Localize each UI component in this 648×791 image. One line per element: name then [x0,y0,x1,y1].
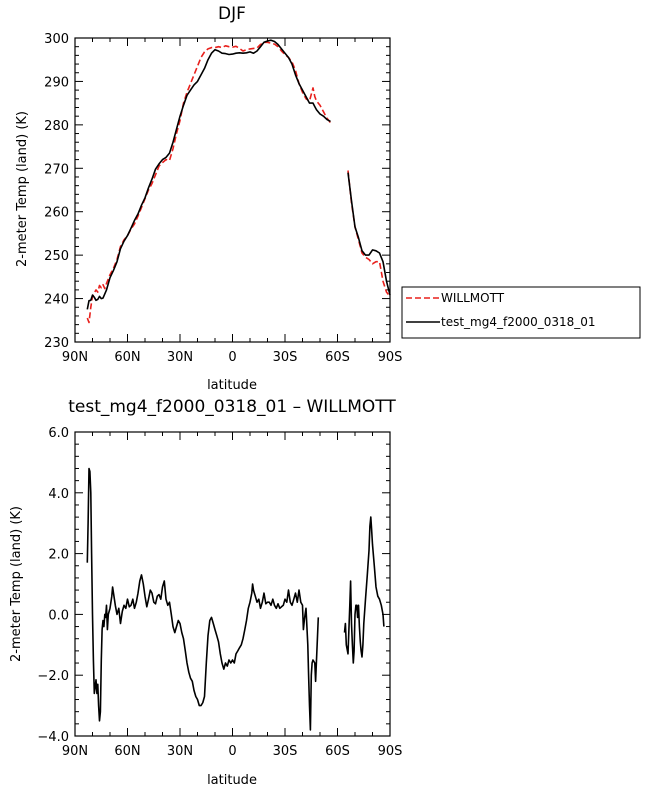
bottom-panel: test_mg4_f2000_0318_01 – WILLMOTT 90N 60N… [9,397,402,788]
top-panel-series [86,39,391,324]
y-tick-label: 270 [44,162,69,177]
x-tick-label: 0 [228,744,236,759]
y-tick-label: 6.0 [48,426,69,441]
y-tick-label: 4.0 [48,487,69,502]
bottom-panel-ylabel: 2-meter Temp (land) (K) [9,506,24,662]
x-tick-label: 90S [378,744,403,759]
y-tick-label: 250 [44,249,69,264]
legend-label-willmott: WILLMOTT [441,291,505,305]
x-tick-label: 30S [273,350,298,365]
series-line-0-segment-0 [86,467,320,731]
series-line-0-segment-0 [86,41,332,324]
legend-label-test: test_mg4_f2000_0318_01 [441,315,596,329]
top-panel-ylabel: 2-meter Temp (land) (K) [15,111,30,267]
y-tick-label: 240 [44,293,69,308]
top-panel-axes: 90N 60N 30N 0 30S 60S 90S 230 240 250 260 270 280 290… [44,32,402,365]
x-tick-label: 60N [114,350,140,365]
y-tick-label: 290 [44,75,69,90]
y-tick-label: 0.0 [48,608,69,623]
y-tick-label: 280 [44,119,69,134]
top-panel: DJF 90N 60N 30N 0 30S 60S 90S 230 240 250 260 270 28… [15,4,402,393]
x-tick-label: 90N [62,350,88,365]
bottom-panel-series [86,467,385,731]
y-tick-label: 300 [44,32,69,47]
y-tick-label: −2.0 [37,669,69,684]
top-panel-xlabel: latitude [207,378,257,393]
y-tick-label: 2.0 [48,548,69,563]
x-tick-label: 90N [62,744,88,759]
bottom-panel-xlabel: latitude [207,773,257,788]
legend: WILLMOTT test_mg4_f2000_0318_01 [401,286,641,339]
top-panel-title: DJF [218,4,246,24]
bottom-panel-title: test_mg4_f2000_0318_01 – WILLMOTT [68,397,396,417]
plot-frame [74,431,391,737]
x-tick-label: 60S [325,350,350,365]
series-line-0-segment-1 [347,170,391,297]
x-tick-label: 90S [378,350,403,365]
x-tick-label: 60N [114,744,140,759]
x-tick-label: 60S [325,744,350,759]
series-line-1-segment-1 [347,172,391,296]
x-tick-label: 30S [273,744,298,759]
legend-box [401,286,641,339]
plot-frame [74,37,391,343]
x-tick-label: 0 [228,350,236,365]
y-tick-label: −4.0 [37,730,69,745]
y-tick-label: 230 [44,336,69,351]
series-line-0-segment-1 [343,516,385,664]
series-line-1-segment-0 [86,39,331,310]
y-tick-label: 260 [44,206,69,221]
x-tick-label: 30N [167,350,193,365]
bottom-panel-axes: 90N 60N 30N 0 30S 60S 90S −4.0 −2.0 0.0 2.0 4.0 6.0 [37,426,402,759]
x-tick-label: 30N [167,744,193,759]
